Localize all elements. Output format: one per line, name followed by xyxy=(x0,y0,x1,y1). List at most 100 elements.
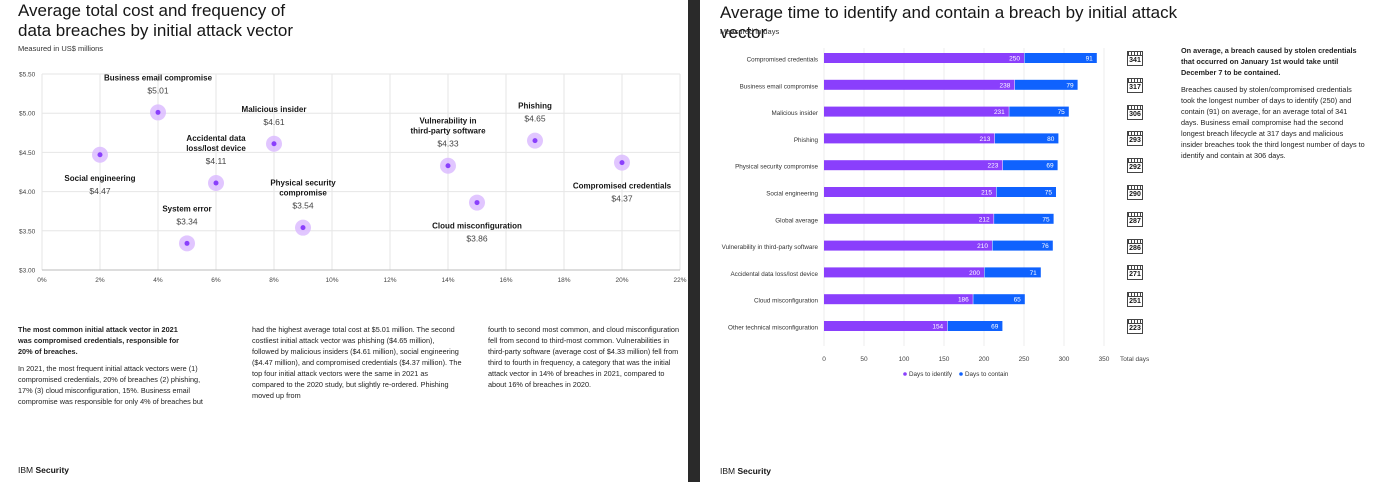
bar-identify xyxy=(824,240,992,251)
legend-label-contain: Days to contain xyxy=(965,371,1009,378)
point-value-label: $5.01 xyxy=(147,85,169,95)
bar-identify xyxy=(824,294,973,305)
x-tick-label: 2% xyxy=(95,277,105,284)
y-tick-label: $5.50 xyxy=(19,72,36,79)
category-label: Vulnerability in third-party software xyxy=(722,244,819,251)
bar-identify xyxy=(824,160,1003,171)
point-value-label: $3.86 xyxy=(466,234,488,244)
side-paragraph: Breaches caused by stolen/compromised cr… xyxy=(1181,85,1365,160)
right-subtitle: Measured in days xyxy=(720,27,780,36)
category-label: Accidental data loss/lost device xyxy=(730,271,818,278)
point-value-label: $4.37 xyxy=(611,194,633,204)
text-column-2: had the highest average total cost at $5… xyxy=(252,324,462,407)
legend: Days to identify Days to contain xyxy=(903,371,1009,378)
calendar-total-icon: 293 xyxy=(1127,131,1143,147)
category-label: Compromised credentials xyxy=(747,57,818,64)
x-tick-label: 100 xyxy=(899,356,910,363)
x-tick-label: 4% xyxy=(153,277,163,284)
bar-contain xyxy=(996,187,1056,197)
column-1-paragraph: In 2021, the most frequent initial attac… xyxy=(18,364,203,406)
x-tick-label: 50 xyxy=(860,356,868,363)
point-dot xyxy=(532,138,538,144)
point-name-label: Physical security xyxy=(270,179,336,188)
calendar-total-icon: 286 xyxy=(1127,238,1143,254)
contain-value-label: 69 xyxy=(991,324,999,331)
y-tick-label: $3.00 xyxy=(19,268,36,275)
category-label: Physical security compromise xyxy=(735,164,818,171)
bar-identify xyxy=(824,133,995,144)
page-divider xyxy=(688,0,700,482)
identify-value-label: 231 xyxy=(994,109,1005,116)
bar-identify xyxy=(824,79,1015,90)
bar-contain xyxy=(994,133,1059,144)
category-label: Social engineering xyxy=(766,191,818,198)
calendar-total-icon: 306 xyxy=(1127,104,1143,120)
point-name-label: Cloud misconfiguration xyxy=(432,222,522,231)
category-label: Phishing xyxy=(794,137,819,144)
x-tick-label: 350 xyxy=(1099,356,1110,363)
bar-identify xyxy=(824,321,948,331)
point-name-label: Phishing xyxy=(518,102,552,111)
contain-value-label: 75 xyxy=(1058,109,1066,116)
calendar-total-icon: 271 xyxy=(1127,265,1143,281)
point-dot xyxy=(271,141,277,147)
bar-contain xyxy=(947,321,1003,331)
point-name-label: Social engineering xyxy=(64,174,135,183)
identify-value-label: 213 xyxy=(980,136,991,143)
point-value-label: $3.54 xyxy=(292,201,314,211)
bar-row: Social engineering 215 75 xyxy=(766,187,1056,198)
identify-value-label: 238 xyxy=(1000,82,1011,89)
contain-value-label: 91 xyxy=(1086,56,1094,63)
calendar-total-icon: 290 xyxy=(1127,185,1143,200)
column-3-paragraph: fourth to second most common, and cloud … xyxy=(488,325,680,389)
point-value-label: $4.65 xyxy=(524,114,546,124)
contain-value-label: 76 xyxy=(1042,243,1050,250)
identify-value-label: 186 xyxy=(958,297,969,304)
point-name-label: Vulnerability in xyxy=(419,117,476,126)
point-value-label: $4.11 xyxy=(206,156,227,166)
bar-identify xyxy=(824,106,1009,117)
highlight-text: The most common initial attack vector in… xyxy=(18,325,179,356)
x-tick-label: 200 xyxy=(979,356,990,363)
calendar-total-icon: 251 xyxy=(1127,292,1143,308)
bar-contain xyxy=(1009,106,1069,117)
bar-row: Business email compromise 238 79 xyxy=(740,79,1078,90)
side-text: On average, a breach caused by stolen cr… xyxy=(1181,45,1366,167)
bar-row: Physical security compromise 223 69 xyxy=(735,160,1058,171)
bar-identify xyxy=(824,267,984,278)
identify-value-label: 215 xyxy=(981,190,992,197)
point-name-label: Accidental data xyxy=(186,134,246,143)
bar-row: Malicious insider 231 75 xyxy=(771,106,1069,117)
x-tick-label: 0% xyxy=(37,277,47,284)
bar-contain xyxy=(1014,79,1078,90)
contain-value-label: 71 xyxy=(1030,270,1038,277)
text-column-1: The most common initial attack vector in… xyxy=(18,324,208,413)
x-tick-label: 20% xyxy=(615,277,628,284)
contain-value-label: 75 xyxy=(1045,190,1053,197)
bar-row: Compromised credentials 250 91 xyxy=(747,53,1097,64)
scatter-point: Malicious insider $4.61 xyxy=(242,105,306,152)
category-label: Other technical misconfiguration xyxy=(728,325,818,332)
left-subtitle: Measured in US$ millions xyxy=(18,44,104,53)
point-dot xyxy=(300,225,306,231)
calendar-total-icon: 292 xyxy=(1127,158,1143,174)
legend-swatch-contain xyxy=(959,372,963,376)
text-column-3: fourth to second most common, and cloud … xyxy=(488,324,680,396)
left-title: Average total cost and frequency of data … xyxy=(18,1,293,40)
point-dot xyxy=(445,163,451,169)
total-days-label: Total days xyxy=(1120,356,1150,363)
identify-value-label: 154 xyxy=(932,324,943,331)
scatter-point: System error $3.34 xyxy=(162,204,212,252)
contain-value-label: 69 xyxy=(1046,163,1054,170)
point-dot xyxy=(213,180,219,186)
point-value-label: $4.33 xyxy=(437,139,459,149)
point-value-label: $3.34 xyxy=(176,216,198,226)
point-name-label: Compromised credentials xyxy=(573,182,672,191)
y-tick-label: $4.00 xyxy=(19,189,36,196)
x-tick-label: 6% xyxy=(211,277,221,284)
x-tick-label: 12% xyxy=(383,277,396,284)
x-tick-label: 0 xyxy=(822,356,826,363)
x-tick-label: 14% xyxy=(441,277,454,284)
legend-swatch-identify xyxy=(903,372,907,376)
